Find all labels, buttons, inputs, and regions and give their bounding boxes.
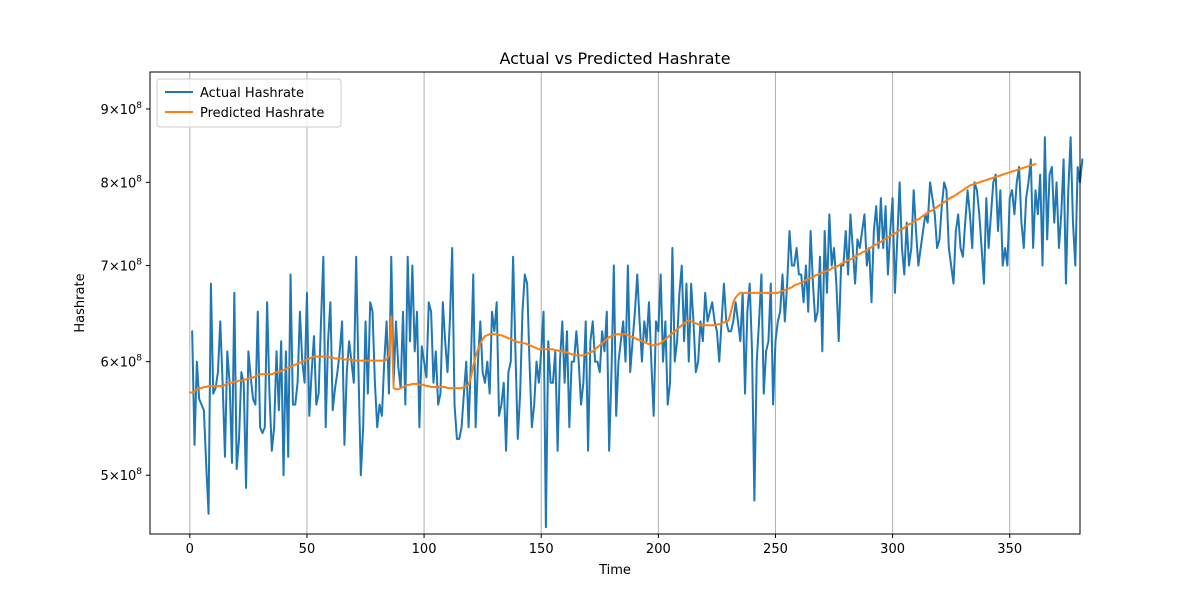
y-tick-label: 6×108 <box>101 354 143 371</box>
y-tick-label: 7×108 <box>101 258 143 275</box>
x-tick-label: 250 <box>763 542 788 557</box>
y-tick-label: 9×108 <box>101 101 143 118</box>
y-axis-label: Hashrate <box>73 273 88 332</box>
x-tick-label: 100 <box>412 542 437 557</box>
x-tick-label: 300 <box>880 542 905 557</box>
legend-box <box>156 78 342 128</box>
tick-layer: 0 50 100 150 200 250 300 350 5×108 6×108 7×108 8×10… <box>101 101 1023 557</box>
legend-label-actual: Actual Hashrate <box>200 86 304 101</box>
series-layer <box>188 136 1084 529</box>
x-tick-label: 200 <box>646 542 671 557</box>
chart-title: Actual vs Predicted Hashrate <box>499 49 730 68</box>
x-tick-label: 350 <box>997 542 1022 557</box>
axes-frame <box>149 71 1081 535</box>
x-tick-label: 0 <box>186 542 194 557</box>
legend-label-predicted: Predicted Hashrate <box>200 106 324 121</box>
y-tick-label: 5×108 <box>101 467 143 484</box>
x-tick-label: 50 <box>299 542 316 557</box>
x-tick-label: 150 <box>529 542 554 557</box>
series-line-predicted-hashrate <box>188 162 1037 394</box>
legend: Actual Hashrate Predicted Hashrate <box>156 78 342 128</box>
x-axis-label: Time <box>598 563 631 578</box>
y-tick-label: 8×108 <box>101 174 143 191</box>
